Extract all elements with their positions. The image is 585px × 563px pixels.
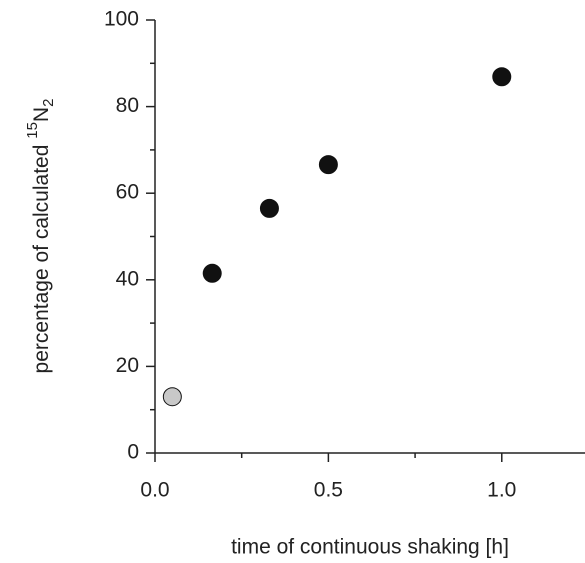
point xyxy=(162,387,182,407)
y-axis-title-text: N xyxy=(30,107,53,122)
y-tick-label: 60 xyxy=(116,181,139,204)
x-tick-label: 0.0 xyxy=(140,479,169,502)
y-tick-label: 0 xyxy=(127,441,139,464)
y-axis-title: percentage of calculated 15N2 xyxy=(24,99,57,374)
x-tick-label: 1.0 xyxy=(487,479,516,502)
y-axis-title-text: percentage of calculated xyxy=(30,139,53,374)
y-axis-title-sub: 2 xyxy=(40,99,57,107)
y-tick-label: 40 xyxy=(116,267,139,290)
x-tick-label: 0.5 xyxy=(314,479,343,502)
point xyxy=(202,263,222,283)
point xyxy=(318,155,338,175)
y-tick-label: 20 xyxy=(116,354,139,377)
y-tick-label: 80 xyxy=(116,94,139,117)
point xyxy=(492,67,512,87)
point xyxy=(259,198,279,218)
y-tick-label: 100 xyxy=(104,8,139,31)
y-axis-title-sup: 15 xyxy=(24,122,41,139)
x-axis-title: time of continuous shaking [h] xyxy=(231,536,509,559)
